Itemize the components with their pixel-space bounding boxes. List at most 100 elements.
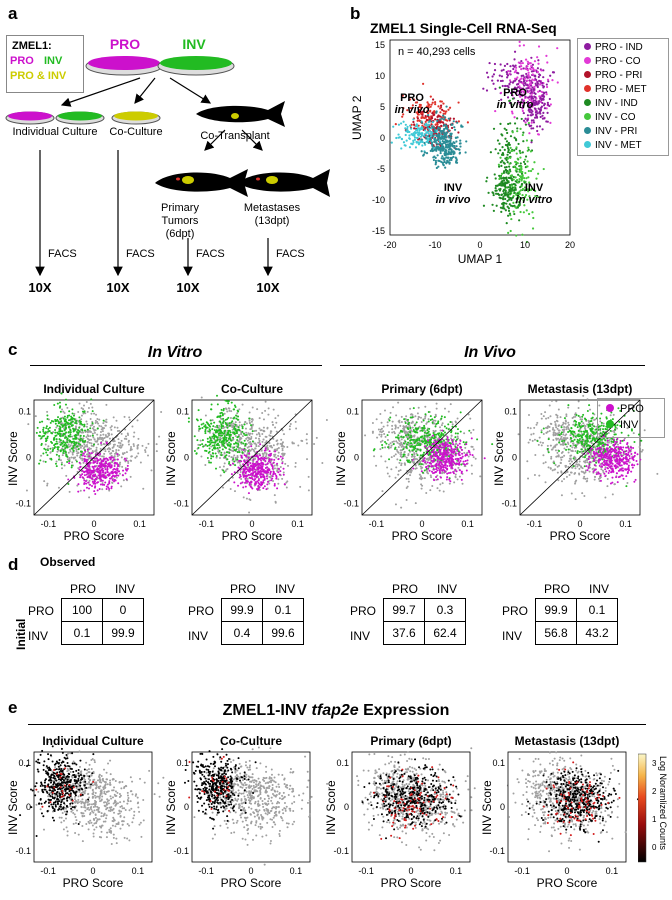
umap-point xyxy=(530,99,533,103)
grey-point xyxy=(294,465,297,468)
grey-point xyxy=(284,462,287,465)
umap-point xyxy=(527,109,530,112)
umap-point xyxy=(485,89,489,92)
c-ytick: 0.1 xyxy=(176,407,189,417)
umap-point xyxy=(435,142,438,145)
umap-point xyxy=(453,128,457,131)
umap-point xyxy=(535,84,538,87)
grey-point xyxy=(116,444,119,447)
inv-point xyxy=(65,444,68,447)
grey-point xyxy=(76,454,79,457)
grey-point xyxy=(307,489,310,492)
pro-point xyxy=(239,473,242,476)
pro-point xyxy=(263,477,266,480)
inv-point xyxy=(45,425,48,428)
grey-point xyxy=(100,438,103,441)
umap-point xyxy=(512,183,515,186)
umap-point xyxy=(518,190,521,193)
pro-point xyxy=(114,468,117,471)
grey-point xyxy=(223,452,226,455)
umap-point xyxy=(507,186,510,189)
grey-point xyxy=(147,442,150,445)
grey-point xyxy=(274,501,277,504)
pro-point xyxy=(256,467,259,470)
grey-point xyxy=(250,436,253,439)
grey-point xyxy=(239,470,242,473)
inv-point xyxy=(437,442,440,445)
umap-point xyxy=(504,168,508,171)
pro-point xyxy=(257,484,260,487)
grey-point xyxy=(105,435,108,438)
umap-point xyxy=(528,181,531,184)
umap-point xyxy=(502,171,506,174)
grey-point xyxy=(386,439,389,442)
grey-point xyxy=(139,461,142,464)
umap-point xyxy=(433,131,437,134)
inv-point xyxy=(59,426,62,429)
grey-point xyxy=(280,458,283,461)
pro-point xyxy=(257,456,260,459)
umap-point xyxy=(508,72,511,75)
umap-point xyxy=(521,102,524,105)
grey-point xyxy=(386,472,389,475)
grey-point xyxy=(269,431,272,434)
pro-point xyxy=(243,475,246,478)
inv-point xyxy=(421,429,424,432)
umap-point xyxy=(520,74,523,78)
pro-point xyxy=(271,475,274,478)
umap-point xyxy=(452,120,455,123)
pro-point xyxy=(259,457,262,460)
grey-point xyxy=(44,443,47,446)
pro-point xyxy=(268,458,271,461)
inv-point xyxy=(447,423,450,426)
pro-point xyxy=(244,481,247,484)
inv-point xyxy=(407,433,410,436)
inv-point xyxy=(50,419,53,422)
grey-point xyxy=(85,400,88,403)
umap-point xyxy=(437,143,440,146)
umap-point xyxy=(549,121,552,124)
grey-point xyxy=(90,438,93,441)
grey-point xyxy=(71,461,74,464)
inv-point xyxy=(221,413,224,416)
umap-point xyxy=(527,190,530,193)
grey-point xyxy=(248,448,251,451)
umap-point xyxy=(527,176,530,179)
inv-point xyxy=(381,443,384,446)
umap-point xyxy=(457,120,461,123)
umap-point xyxy=(539,112,542,115)
inv-point xyxy=(79,434,82,437)
inv-point xyxy=(392,443,395,446)
pro-point xyxy=(282,467,285,470)
umap-point xyxy=(521,151,524,154)
inv-point xyxy=(69,428,72,431)
grey-point xyxy=(234,459,237,462)
inv-point xyxy=(393,447,396,450)
pro-point xyxy=(262,479,265,482)
grey-point xyxy=(406,420,409,423)
grey-point xyxy=(219,417,222,420)
umap-point xyxy=(535,177,538,180)
inv-point xyxy=(423,451,426,454)
inv-point xyxy=(59,439,62,442)
inv-point xyxy=(384,440,387,443)
umap-point xyxy=(537,133,541,136)
grey-point xyxy=(391,440,394,443)
grey-point xyxy=(419,389,422,392)
inv-point xyxy=(454,436,457,439)
umap-point xyxy=(534,103,537,106)
umap-point xyxy=(425,122,428,125)
umap-point xyxy=(450,132,453,135)
grey-point xyxy=(391,420,394,423)
grey-point xyxy=(387,431,390,434)
grey-point xyxy=(228,455,231,458)
umap-point xyxy=(437,165,440,168)
grey-point xyxy=(236,412,239,415)
grey-point xyxy=(423,428,426,431)
umap-point xyxy=(492,127,496,130)
umap-point xyxy=(501,146,504,149)
inv-point xyxy=(234,464,237,467)
umap-point xyxy=(452,117,455,120)
pro-point xyxy=(101,468,104,471)
grey-point xyxy=(277,451,280,454)
